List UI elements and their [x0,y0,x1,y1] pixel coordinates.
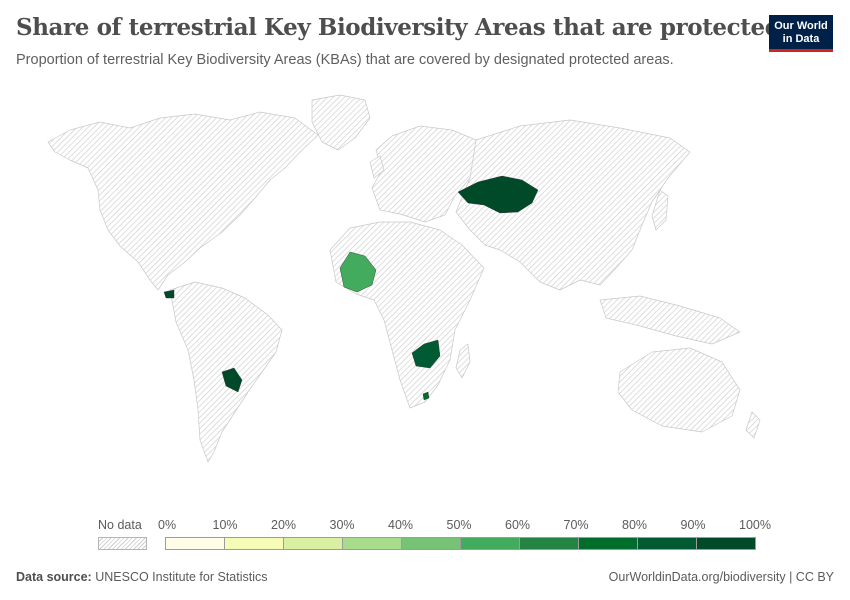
legend-bin-6[interactable] [519,537,579,550]
data-source: Data source: UNESCO Institute for Statis… [16,570,268,584]
legend-tick-6: 60% [505,518,531,532]
legend-tick-9: 90% [680,518,706,532]
legend-tick-2: 20% [271,518,297,532]
country-panama[interactable] [163,289,175,299]
legend-bin-3[interactable] [342,537,402,550]
data-source-label: Data source: [16,570,92,584]
legend-tick-7: 70% [563,518,589,532]
legend-tick-5: 50% [446,518,472,532]
legend-bin-9[interactable] [696,537,756,550]
legend-tick-10: 100% [739,518,771,532]
legend-color-bins [165,537,756,550]
owid-logo[interactable]: Our World in Data [769,15,833,52]
legend-bin-4[interactable] [401,537,461,550]
legend-bin-2[interactable] [283,537,343,550]
legend-bin-7[interactable] [578,537,638,550]
title-text: Share of terrestrial Key Biodiversity Ar… [16,14,781,41]
legend-bin-1[interactable] [224,537,284,550]
land-asia[interactable] [455,119,691,291]
chart-subtitle: Proportion of terrestrial Key Biodiversi… [16,52,674,68]
land-southeast-asia[interactable] [599,295,741,345]
legend-tick-3: 30% [329,518,355,532]
legend-tick-0: 0% [158,518,177,532]
chart-title: Share of terrestrial Key Biodiversity Ar… [16,14,833,41]
land-australia[interactable] [617,347,741,433]
legend-bin-0[interactable] [165,537,225,550]
legend-tick-1: 10% [212,518,238,532]
land-madagascar[interactable] [455,343,471,379]
land-japan[interactable] [651,189,669,231]
country-kazakhstan[interactable] [457,175,539,214]
credit-link[interactable]: OurWorldinData.org/biodiversity | CC BY [608,570,834,584]
land-africa[interactable] [329,221,485,409]
legend-bin-5[interactable] [460,537,520,550]
legend-tick-4: 40% [388,518,414,532]
country-eswatini[interactable] [422,391,430,401]
legend-no-data-swatch[interactable] [98,537,147,550]
land-new-zealand[interactable] [745,411,761,439]
legend-tick-8: 80% [622,518,648,532]
land-greenland[interactable] [311,94,371,151]
logo-line-2: in Data [782,32,820,45]
world-map[interactable] [0,80,850,480]
land-uk[interactable] [369,155,385,179]
country-paraguay[interactable] [221,367,243,393]
logo-line-1: Our World [774,20,828,32]
legend-no-data-label: No data [98,518,142,532]
legend-bin-8[interactable] [637,537,697,550]
land-north-america[interactable] [47,111,319,291]
country-mali[interactable] [339,251,377,293]
data-source-text[interactable]: UNESCO Institute for Statistics [95,570,268,584]
country-zambia[interactable] [411,339,441,369]
